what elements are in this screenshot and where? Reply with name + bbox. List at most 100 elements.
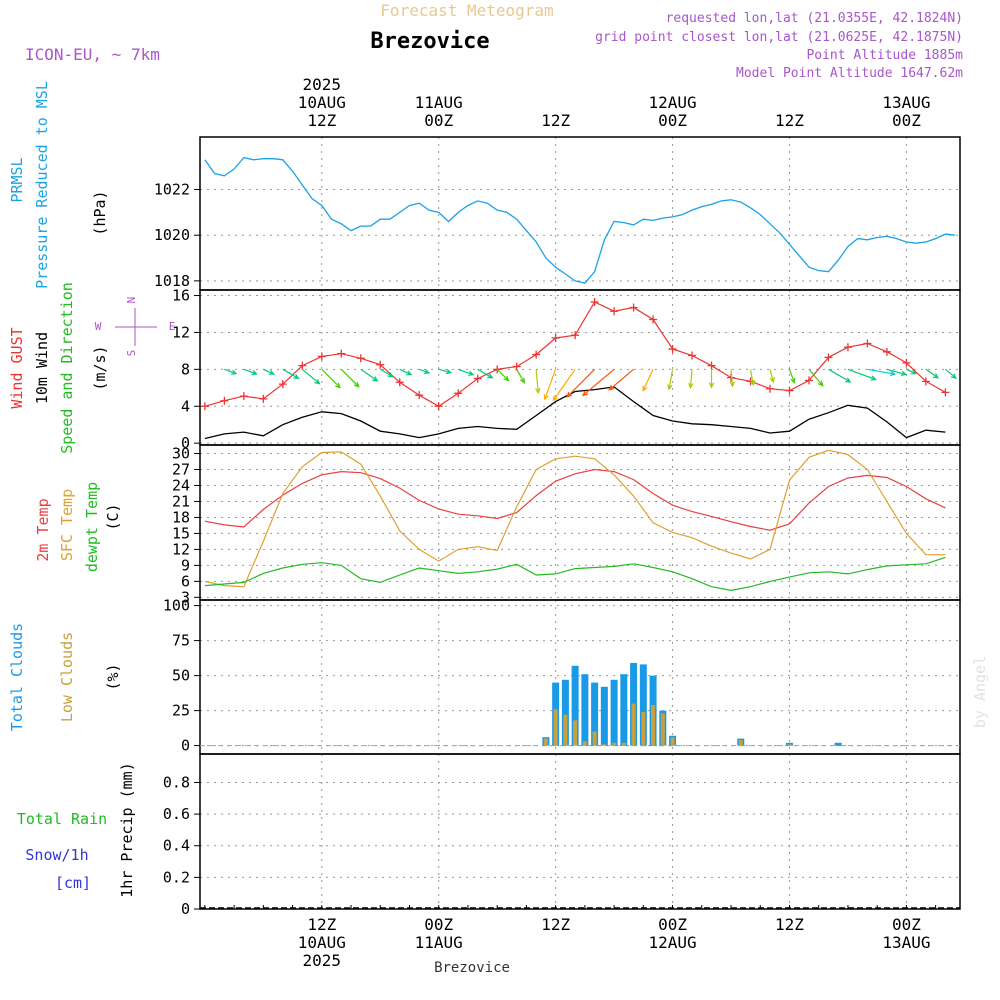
panel-frame: [199, 444, 961, 601]
gust-marker: [688, 351, 697, 360]
bottom-time-label: 11AUG: [415, 933, 463, 952]
panel-frame: [199, 289, 961, 446]
gust-marker: [882, 347, 891, 356]
gust-marker: [590, 297, 599, 306]
y-tick-label: 27: [172, 461, 190, 479]
total-cloud-bar: [610, 679, 618, 746]
bottom-time-label: 2025: [303, 951, 342, 970]
wind-direction-arrow: [535, 369, 541, 395]
wind-direction-arrow: [243, 368, 258, 376]
y-tick-label: 12: [172, 540, 190, 558]
low-cloud-bar: [738, 740, 743, 746]
direction-label: Speed and Direction: [58, 282, 76, 454]
temp2m-label: 2m Temp: [34, 498, 52, 561]
y-tick-label: 100: [163, 597, 190, 615]
wind-direction-arrow: [477, 368, 494, 379]
gust-marker: [512, 362, 521, 371]
low-cloud-bar: [602, 744, 607, 746]
y-tick-label: 75: [172, 632, 190, 650]
precip-unit: 1hr Precip (mm): [118, 762, 136, 897]
y-tick-label: 1020: [154, 226, 190, 244]
wind-direction-arrow: [867, 368, 897, 377]
top-time-label: 12Z: [775, 111, 804, 130]
wind-direction-arrow: [769, 369, 775, 384]
wind-direction-arrow: [566, 368, 596, 398]
gust-marker: [395, 378, 404, 387]
top-time-label: 12Z: [541, 111, 570, 130]
low-cloud-bar: [553, 709, 558, 746]
clouds-unit: (%): [104, 663, 122, 690]
y-tick-label: 24: [172, 476, 190, 494]
y-tick-label: 15: [172, 524, 190, 542]
rain-label: Total Rain: [17, 810, 107, 828]
wind-direction-arrow: [496, 368, 510, 382]
gust-marker: [921, 377, 930, 386]
y-tick-label: 0: [181, 737, 190, 755]
top-time-label: 10AUG: [298, 93, 346, 112]
wind-direction-arrow: [552, 368, 576, 402]
y-tick-label: 0.6: [163, 805, 190, 823]
gust-marker: [668, 345, 677, 354]
low-cloud-bar: [612, 742, 617, 746]
wind-direction-arrow: [749, 369, 756, 387]
wind-direction-arrow: [847, 368, 877, 381]
footer-location: Brezovice: [434, 960, 510, 976]
y-tick-label: 9: [181, 556, 190, 574]
wind-direction-arrow: [399, 368, 413, 376]
temp-unit: (C): [104, 503, 122, 530]
gust-marker: [824, 353, 833, 362]
total-cloud-bar: [600, 686, 608, 746]
bottom-time-label: 12Z: [541, 915, 570, 934]
gust-label: Wind GUST: [8, 327, 26, 408]
gust-line: [204, 301, 946, 408]
y-tick-label: 1018: [154, 272, 190, 290]
wind-direction-arrow: [788, 369, 796, 384]
gust-marker: [434, 402, 443, 411]
wind-direction-arrow: [906, 368, 917, 375]
y-tick-label: 1022: [154, 181, 190, 199]
y-tick-label: 30: [172, 445, 190, 463]
gust-marker: [415, 391, 424, 400]
wind-label: 10m Wind: [33, 332, 51, 404]
sfc-temp-line: [204, 449, 946, 588]
y-tick-label: 12: [172, 323, 190, 341]
bottom-time-label: 00Z: [892, 915, 921, 934]
wind-direction-arrow: [808, 368, 824, 387]
total-cloud-bar: [571, 665, 579, 746]
wind-direction-arrow: [418, 368, 431, 374]
gust-marker: [785, 386, 794, 395]
forecast-title: Forecast Meteogram: [380, 1, 553, 20]
low-cloud-bar: [787, 744, 792, 746]
gust-marker: [356, 354, 365, 363]
low-cloud-bar: [582, 741, 587, 746]
wind-direction-arrow: [886, 368, 908, 376]
model-altitude: Model Point Altitude 1647.62m: [736, 66, 963, 81]
total-cloud-bar: [591, 682, 599, 746]
gust-marker: [551, 333, 560, 342]
snow-unit-label: [cm]: [55, 874, 91, 892]
gust-marker: [571, 331, 580, 340]
wind-direction-arrow: [543, 369, 557, 401]
bottom-time-label: 12Z: [307, 915, 336, 934]
low-cloud-bar: [631, 703, 636, 746]
y-tick-label: 0: [181, 900, 190, 918]
gust-marker: [376, 360, 385, 369]
total-cloud-bar: [785, 742, 793, 746]
dewpt-line: [204, 556, 946, 592]
requested-coords: requested lon,lat (21.0355E, 42.1824N): [666, 11, 963, 26]
location-title: Brezovice: [370, 29, 489, 54]
gust-marker: [317, 352, 326, 361]
wind-direction-arrow: [688, 369, 694, 390]
y-tick-label: 21: [172, 492, 190, 510]
gust-marker: [532, 350, 541, 359]
wind-direction-arrow: [667, 369, 674, 391]
wind-direction-arrow: [379, 368, 394, 378]
y-tick-label: 3: [181, 588, 190, 606]
top-time-label: 12AUG: [648, 93, 696, 112]
low-clouds-label: Low Clouds: [58, 632, 76, 722]
model-label: ICON-EU, ~ 7km: [25, 45, 160, 64]
y-tick-label: 0.8: [163, 773, 190, 791]
low-cloud-bar: [641, 712, 646, 746]
wind-direction-arrow: [301, 368, 321, 385]
total-cloud-bar: [620, 674, 628, 746]
